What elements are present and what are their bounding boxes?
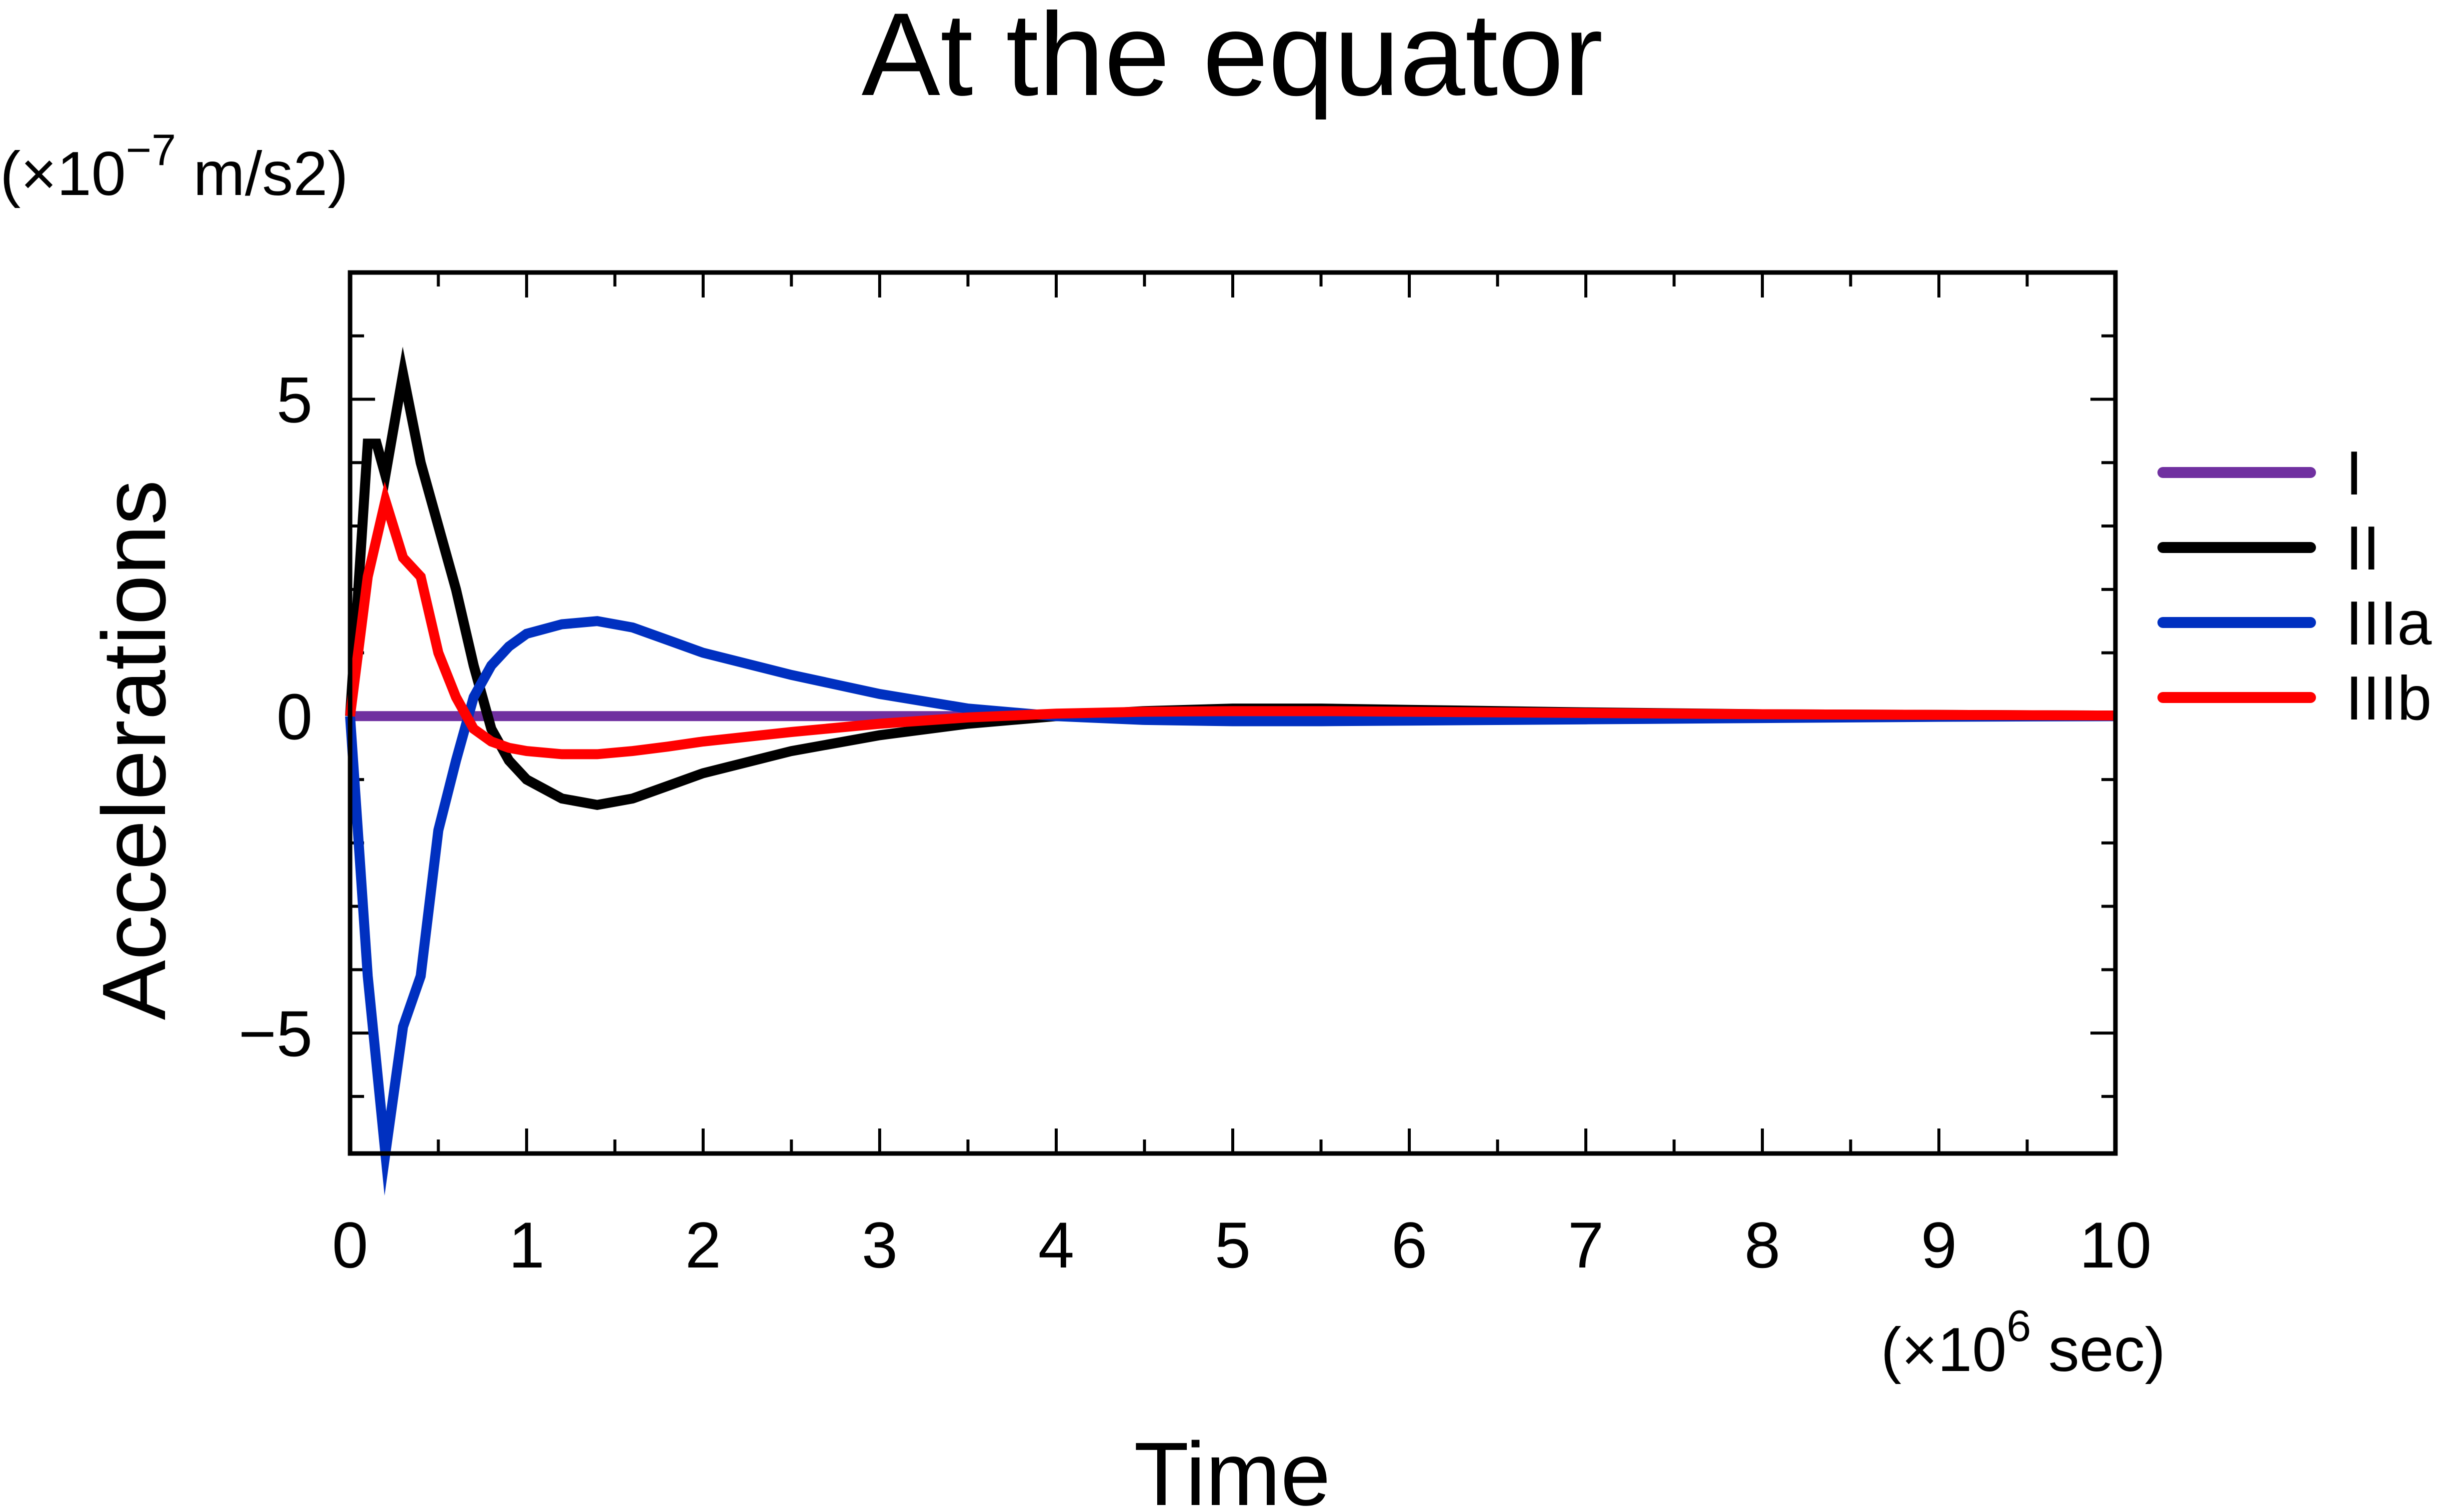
x-tick-label: 9 [1921, 1208, 1957, 1282]
y-tick-label: 0 [277, 680, 313, 753]
legend-label-I: I [2345, 439, 2362, 508]
x-axis-unit: (×106 sec) [1881, 1301, 2165, 1384]
series-line-II [345, 346, 2116, 810]
ticks [349, 271, 2117, 1154]
y-tick-label: 5 [277, 364, 313, 436]
x-tick-label: 4 [1038, 1208, 1074, 1282]
plot-lines [345, 346, 2116, 1196]
plot-frame [348, 270, 2118, 1156]
y-tick-label: −5 [239, 997, 313, 1070]
x-tick-label: 10 [2079, 1208, 2152, 1282]
x-tick-label: 1 [509, 1208, 545, 1282]
y-axis-unit: (×10−7 m/s2) [0, 125, 348, 208]
legend-label-II: II [2345, 514, 2380, 583]
x-axis-label: Time [1134, 1424, 1330, 1512]
x-unit-rest: sec) [2031, 1316, 2165, 1384]
x-unit-exponent: 6 [2006, 1301, 2031, 1350]
y-unit-rest: m/s2) [176, 140, 348, 208]
chart-title: At the equator [862, 0, 1603, 120]
y-tick-labels: −5 0 5 [239, 364, 313, 1070]
legend-label-IIIb: IIIb [2345, 664, 2431, 733]
y-axis-label: Accelerations [84, 480, 185, 1020]
x-tick-label: 3 [862, 1208, 898, 1282]
x-tick-label: 5 [1215, 1208, 1251, 1282]
y-unit-exponent: −7 [126, 125, 176, 174]
x-unit-base: (×10 [1881, 1316, 2007, 1384]
x-tick-label: 8 [1744, 1208, 1780, 1282]
series-line-IIIa [345, 616, 2116, 1196]
x-tick-labels: 0 1 2 3 4 5 6 7 8 9 10 [332, 1208, 2151, 1282]
y-unit-base: (×10 [0, 140, 126, 208]
series-line-IIIb [345, 481, 2116, 760]
x-tick-label: 6 [1391, 1208, 1427, 1282]
x-tick-label: 7 [1568, 1208, 1604, 1282]
x-tick-label: 2 [685, 1208, 721, 1282]
legend-label-IIIa: IIIa [2345, 589, 2431, 658]
x-tick-label: 0 [332, 1208, 368, 1282]
